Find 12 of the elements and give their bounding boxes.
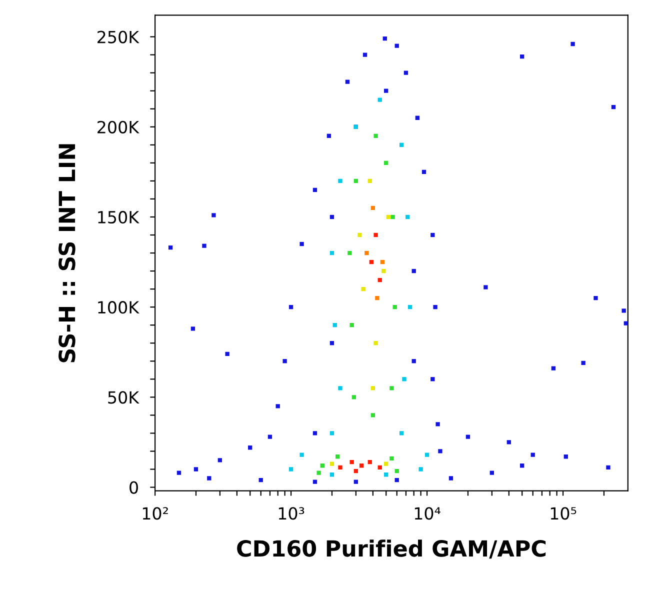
y-tick-label: 50K	[108, 391, 140, 404]
x-tick-label: 10⁵	[550, 507, 576, 520]
x-axis-title: CD160 Purified GAM/APC	[237, 540, 546, 559]
y-tick-label: 0	[130, 481, 138, 494]
x-tick-label: 10²	[142, 507, 168, 520]
y-tick-label: 200K	[98, 120, 140, 134]
x-tick-label: 10³	[278, 507, 304, 520]
x-tick-label: 10⁴	[414, 507, 440, 520]
y-tick-label: 150K	[98, 210, 140, 224]
y-tick-label: 250K	[98, 30, 140, 44]
y-tick-label: 100K	[98, 301, 140, 314]
y-axis-title: SS-H :: SS INT LIN	[58, 144, 76, 362]
